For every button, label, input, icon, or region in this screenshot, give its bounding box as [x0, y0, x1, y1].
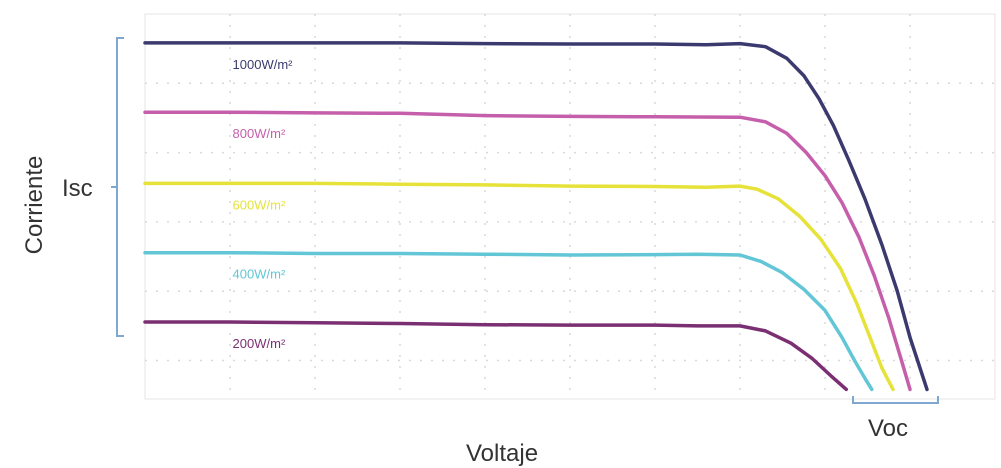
series-label-3: 600W/m²	[233, 197, 286, 212]
series-line-2	[143, 110, 912, 392]
series-line-4	[143, 250, 874, 392]
x-axis-label: Voltaje	[466, 440, 538, 467]
isc-bracket	[111, 37, 124, 337]
series-line-5	[143, 320, 849, 392]
voc-bracket	[852, 396, 939, 404]
series-label-2: 800W/m²	[233, 126, 286, 141]
y-axis-label: Corriente	[21, 156, 48, 255]
series-line-3	[143, 181, 895, 392]
series-label-1: 1000W/m²	[233, 57, 294, 72]
voc-annotation: Voc	[868, 415, 908, 442]
series-label-4: 400W/m²	[233, 267, 286, 282]
series-layer	[143, 41, 929, 392]
isc-annotation: Isc	[62, 175, 93, 202]
series-line-1	[143, 41, 929, 392]
series-labels: 1000W/m² 800W/m² 600W/m² 400W/m² 200W/m²	[233, 57, 294, 351]
series-label-5: 200W/m²	[233, 336, 286, 351]
